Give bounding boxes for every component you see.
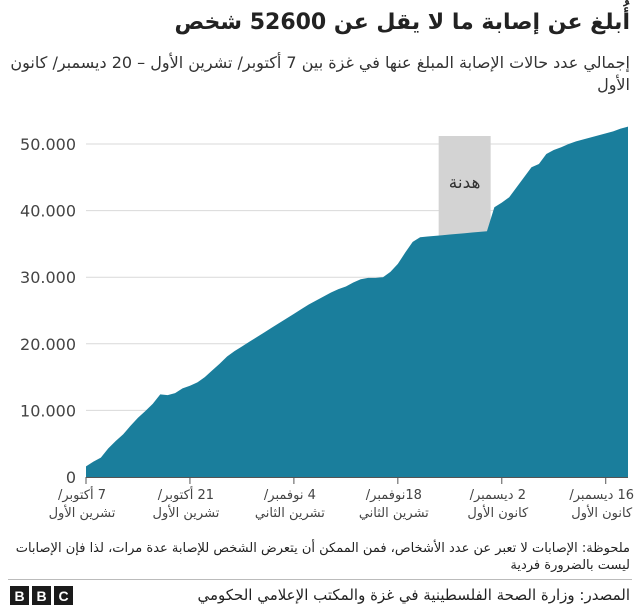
bbc-logo-letter-2: B <box>32 586 51 605</box>
x-tick-sublabel: كانون الأول <box>467 504 529 521</box>
x-tick-label: 16 ديسمبر/ <box>569 488 634 503</box>
truce-period: هدنة <box>438 136 491 238</box>
y-tick-label: 20.000 <box>20 335 76 354</box>
y-tick-label: 10.000 <box>20 401 76 420</box>
x-tick-sublabel: كانون الأول <box>571 504 633 521</box>
y-tick-label: 30.000 <box>20 268 76 287</box>
y-tick-label: 0 <box>66 468 76 487</box>
x-tick-label: 2 ديسمبر/ <box>470 488 526 503</box>
bbc-logo-letter-3: C <box>54 586 73 605</box>
x-tick-sublabel: تشرين الثاني <box>359 506 429 521</box>
x-tick-label: 21 أكتوبر/ <box>158 486 214 503</box>
x-tick-sublabel: تشرين الأول <box>153 504 220 521</box>
bbc-logo: B B C <box>10 586 73 605</box>
chart-note: ملحوظة: الإصابات لا تعبر عن عدد الأشخاص،… <box>15 541 630 573</box>
y-tick-label: 50.000 <box>20 135 76 154</box>
x-tick-label: 4 نوفمبر/ <box>264 488 316 503</box>
x-tick-label: 7 أكتوبر/ <box>58 486 106 503</box>
truce-band <box>438 136 491 238</box>
x-tick-sublabel: تشرين الأول <box>49 504 116 521</box>
y-axis: 0 10.000 20.000 30.000 40.000 50.000 <box>20 135 76 487</box>
cumulative-injuries-chart: هدنة 0 10.000 20.000 30.000 40.000 50.000 7 أ… <box>20 126 634 521</box>
y-tick-label: 40.000 <box>20 202 76 221</box>
chart-subtitle: إجمالي عدد حالات الإصابة المبلغ عنها في … <box>10 53 630 94</box>
x-tick-label: 18نوفمبر/ <box>366 488 422 503</box>
source-credit: المصدر: وزارة الصحة الفلسطينية في غزة وا… <box>197 586 630 604</box>
chart-title: أُبلغ عن إصابة ما لا يقل عن 52600 شخص <box>174 10 630 35</box>
truce-label: هدنة <box>449 173 481 193</box>
injuries-area-series <box>86 126 628 477</box>
footer-divider <box>8 579 632 580</box>
bbc-logo-letter-1: B <box>10 586 29 605</box>
x-tick-sublabel: تشرين الثاني <box>255 506 325 521</box>
injuries-area <box>86 126 628 477</box>
